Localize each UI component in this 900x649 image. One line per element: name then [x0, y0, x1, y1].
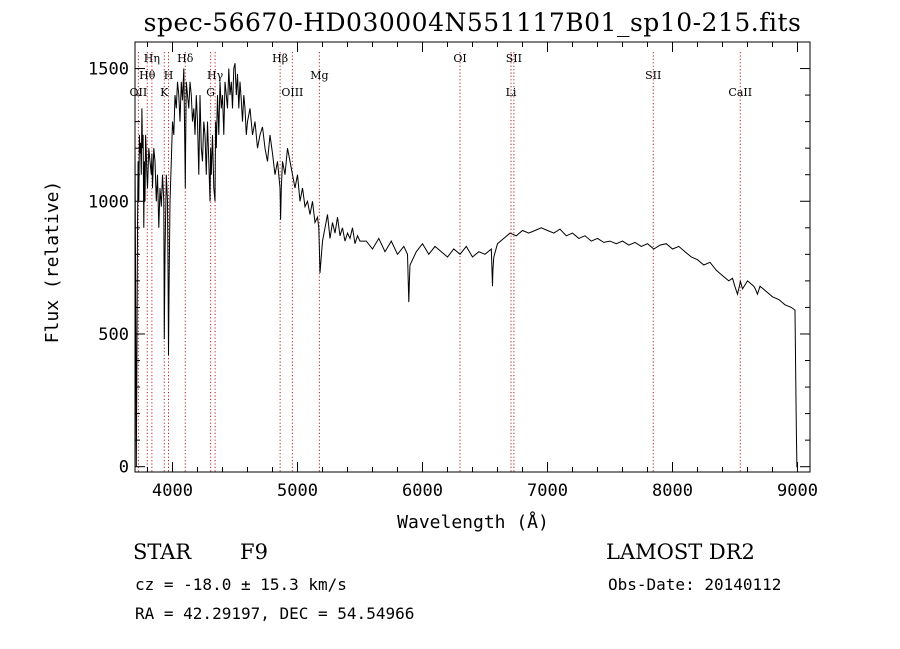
x-tick-label: 8000: [652, 481, 693, 501]
line-marker-label: Hβ: [272, 52, 288, 65]
object-class: STAR: [133, 540, 192, 564]
y-axis-label: Flux (relative): [42, 181, 63, 344]
line-marker-label: CaII: [728, 86, 752, 99]
line-marker-label: OII: [130, 86, 148, 99]
spectral-line-markers: [137, 52, 741, 472]
line-marker-label: H: [164, 69, 174, 82]
y-tick-label: 500: [98, 325, 129, 345]
x-tick-label: 9000: [777, 481, 818, 501]
x-tick-label: 4000: [152, 481, 193, 501]
axes: 4000 5000 6000 7000 8000 9000 0 500 1000 1500: [88, 42, 818, 501]
line-marker-label: SII: [645, 69, 661, 82]
line-marker-label: OI: [453, 52, 466, 65]
x-tick-label: 5000: [277, 481, 318, 501]
radec-text: RA = 42.29197, DEC = 54.54966: [135, 604, 415, 623]
line-marker-label: Hθ: [139, 69, 156, 82]
flux-line: [134, 63, 798, 468]
obs-date-text: Obs-Date: 20140112: [608, 575, 782, 594]
chart-title: spec-56670-HD030004N551117B01_sp10-215.f…: [143, 8, 802, 37]
line-marker-label: Mg: [310, 69, 328, 82]
line-marker-label: K: [160, 86, 169, 99]
line-marker-label: SII: [506, 52, 522, 65]
line-marker-label: Li: [506, 86, 517, 99]
y-tick-label: 0: [119, 458, 129, 478]
survey-name: LAMOST DR2: [606, 540, 755, 564]
flux-series: [134, 63, 798, 468]
y-tick-label: 1000: [88, 192, 129, 212]
y-tick-label: 1500: [88, 60, 129, 80]
line-marker-label: G: [206, 86, 215, 99]
line-marker-label: OIII: [281, 86, 303, 99]
line-marker-label: Hγ: [207, 69, 224, 82]
line-marker-label: Hδ: [177, 52, 194, 65]
x-tick-label: 6000: [402, 481, 443, 501]
line-marker-label: Hη: [144, 52, 160, 65]
redshift-text: cz = -18.0 ± 15.3 km/s: [135, 575, 347, 594]
x-tick-label: 7000: [527, 481, 568, 501]
x-axis-label: Wavelength (Å): [397, 511, 549, 533]
object-subclass: F9: [240, 540, 268, 564]
